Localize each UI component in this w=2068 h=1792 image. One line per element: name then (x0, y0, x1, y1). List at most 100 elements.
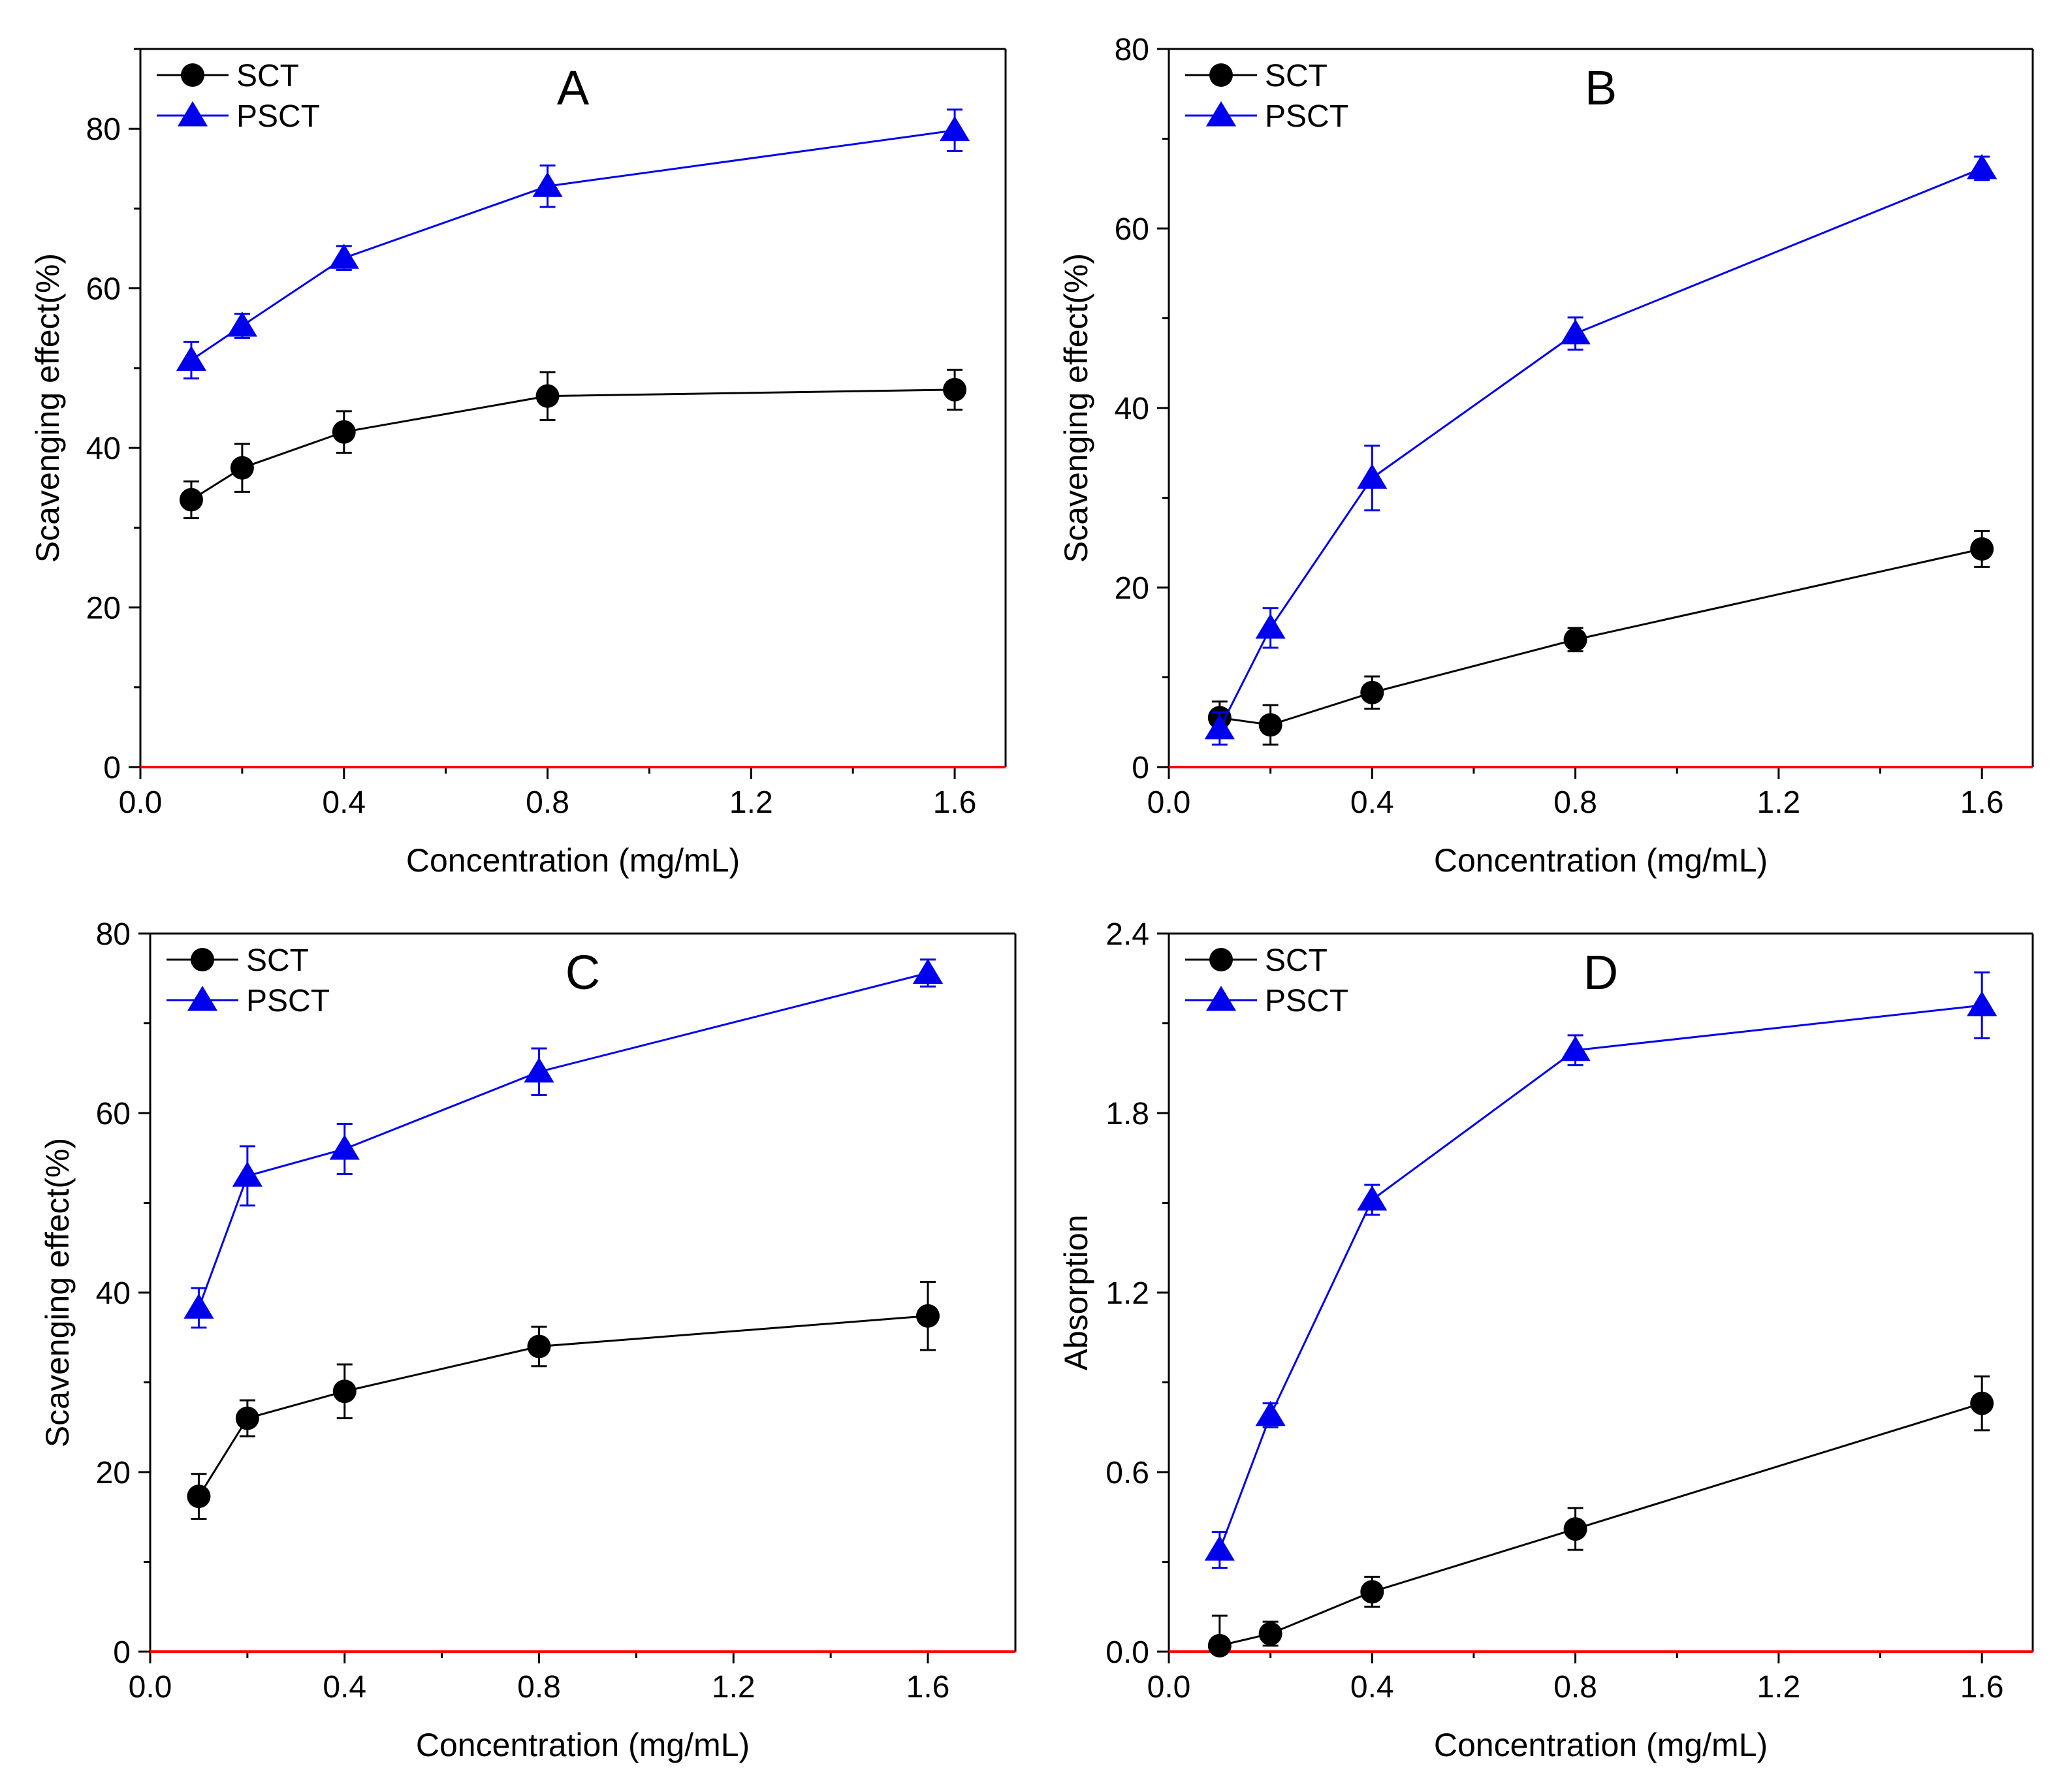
series-sct (179, 368, 967, 520)
series-psct (1204, 153, 1997, 746)
legend-label: SCT (1265, 59, 1328, 93)
panel-c: 0 20 40 60 80 0.0 0.4 0.8 1.2 1.6 Concentration (m… (39, 917, 1017, 1763)
series-sct (187, 1281, 940, 1520)
data-point (1258, 1622, 1282, 1646)
data-point (1204, 1535, 1235, 1561)
y-tick-label: 40 (1115, 392, 1149, 426)
legend-label: PSCT (246, 984, 330, 1018)
x-tick-label: 0.0 (1147, 1670, 1191, 1705)
x-tick-label: 0.4 (1350, 1670, 1394, 1705)
data-point (532, 172, 563, 197)
x-tick-label: 0.8 (526, 785, 569, 820)
y-tick-label: 2.4 (1106, 917, 1149, 952)
panel-letter: B (1585, 61, 1617, 115)
x-tick-label: 1.2 (1757, 1670, 1801, 1705)
x-tick-label: 1.6 (933, 785, 977, 820)
legend-marker (181, 63, 204, 87)
data-point (176, 345, 207, 371)
legend-marker (177, 101, 208, 127)
x-axis-title: Concentration (mg/mL) (1434, 842, 1768, 879)
data-point (939, 116, 970, 142)
data-point (230, 456, 254, 480)
y-tick-label: 20 (86, 591, 121, 626)
data-point (328, 244, 359, 269)
x-tick-label: 0.4 (323, 1670, 366, 1705)
y-tick-label: 60 (86, 272, 121, 307)
x-tick-label: 0.0 (1147, 785, 1191, 820)
panel-letter: C (565, 945, 600, 999)
data-point (524, 1057, 554, 1083)
legend-label: PSCT (1265, 984, 1348, 1018)
data-point (1360, 1580, 1384, 1604)
x-tick-label: 0.8 (1553, 785, 1597, 820)
y-axis-title: Absorption (1058, 1214, 1094, 1370)
data-point (232, 1161, 262, 1187)
data-point (943, 377, 967, 401)
x-axis-title: Concentration (mg/mL) (1434, 1727, 1768, 1763)
data-point (187, 1485, 211, 1509)
legend-marker (191, 948, 214, 971)
legend-marker (1205, 986, 1237, 1011)
data-point (1255, 1400, 1286, 1426)
series-psct (1204, 971, 1997, 1569)
data-point (916, 1304, 940, 1328)
legend-label: SCT (236, 59, 299, 93)
legend: SCT PSCT (167, 943, 330, 1018)
y-tick-label: 0 (103, 751, 121, 785)
data-point (1560, 319, 1591, 345)
data-point (1560, 1035, 1591, 1061)
legend: SCT PSCT (157, 59, 320, 134)
data-point (1360, 680, 1384, 704)
y-tick-label: 0 (1132, 751, 1149, 785)
x-tick-label: 0.8 (517, 1670, 561, 1705)
legend-label: SCT (246, 943, 309, 978)
data-point (183, 1293, 214, 1319)
data-point (329, 1135, 360, 1160)
y-tick-label: 0.0 (1106, 1635, 1149, 1670)
data-point (235, 1406, 259, 1430)
y-axis-title: Scavenging effect(%) (1058, 253, 1094, 563)
y-tick-label: 80 (96, 917, 131, 952)
x-tick-label: 0.0 (119, 785, 163, 820)
legend-label: SCT (1265, 943, 1328, 978)
y-tick-label: 1.2 (1106, 1276, 1149, 1311)
y-tick-label: 60 (96, 1097, 131, 1131)
x-tick-label: 0.8 (1553, 1670, 1597, 1705)
legend: SCT PSCT (1185, 59, 1348, 134)
x-tick-label: 1.2 (729, 785, 773, 820)
data-point (1207, 1633, 1232, 1658)
data-point (227, 311, 257, 337)
panel-letter: D (1583, 945, 1618, 999)
data-point (179, 488, 203, 512)
series-psct (176, 108, 970, 380)
data-point (535, 384, 560, 408)
legend-marker (1205, 101, 1237, 127)
x-tick-label: 1.2 (1757, 785, 1801, 820)
y-tick-label: 1.8 (1106, 1097, 1149, 1131)
data-point (332, 1379, 357, 1404)
data-point (1357, 1185, 1388, 1211)
x-tick-label: 0.4 (322, 785, 366, 820)
x-axis-title: Concentration (mg/mL) (416, 1727, 750, 1763)
series-psct (183, 958, 944, 1329)
data-point (1563, 627, 1587, 652)
panel-a: 0 20 40 60 80 0.0 0.4 0.8 1.2 1.6 Concentration (m… (29, 48, 1007, 879)
y-axis-title: Scavenging effect(%) (39, 1138, 76, 1447)
data-point (1357, 464, 1388, 489)
y-tick-label: 40 (86, 432, 121, 466)
data-point (912, 958, 944, 984)
data-point (1967, 153, 1997, 180)
data-point (527, 1334, 551, 1359)
data-point (1563, 1517, 1587, 1541)
data-point (1970, 1391, 1994, 1415)
y-tick-label: 80 (86, 112, 121, 147)
x-tick-label: 0.4 (1350, 785, 1394, 820)
data-point (1967, 991, 1997, 1016)
y-axis-title: Scavenging effect(%) (29, 253, 66, 563)
legend-label: PSCT (1265, 99, 1348, 134)
y-tick-label: 0 (113, 1635, 131, 1670)
legend: SCT PSCT (1185, 943, 1348, 1018)
y-tick-label: 80 (1115, 33, 1149, 67)
